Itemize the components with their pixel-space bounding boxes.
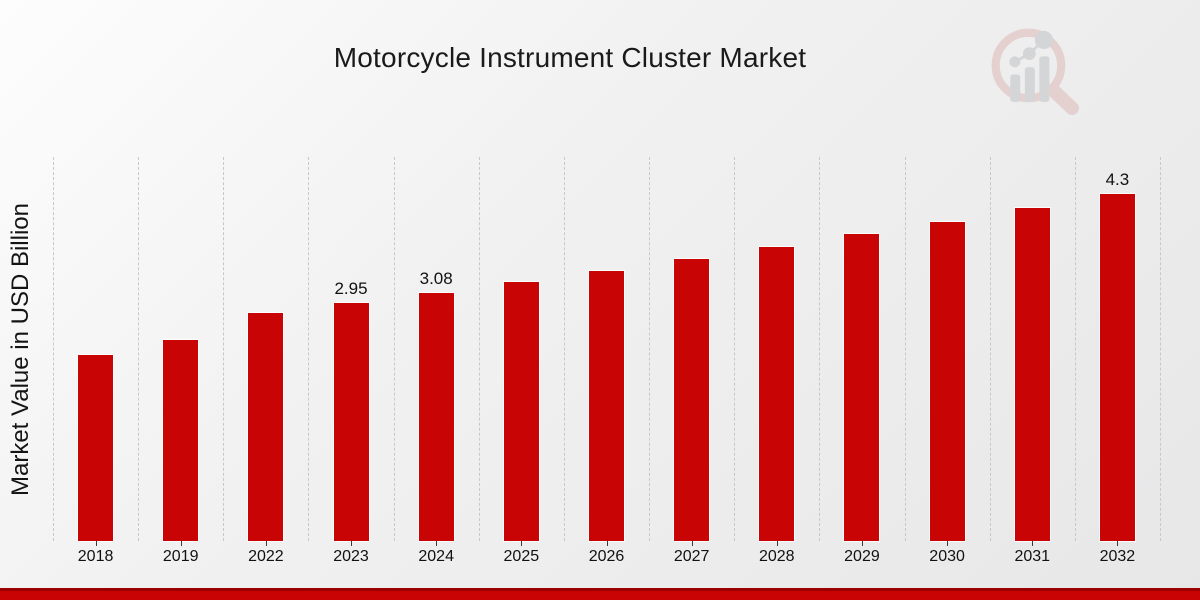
x-tick-label-2027: 2027 [673,548,710,565]
x-axis-tick [95,541,97,546]
magnifier-bar-chart-icon [991,28,1079,115]
bar-2018 [78,355,114,541]
x-tick-label-2025: 2025 [503,548,540,565]
gridline [223,157,225,541]
y-axis-label: Market Value in USD Billion [7,202,34,496]
gridline [393,157,395,541]
gridline [53,157,54,541]
gridline [734,157,736,541]
bar-2030 [929,222,965,541]
gridline [649,157,651,541]
x-tick-label-2022: 2022 [248,548,284,565]
x-axis-tick [521,541,523,546]
bar-2025 [503,282,539,541]
x-tick-label-2032: 2032 [1099,548,1136,565]
x-tick-label-2023: 2023 [333,548,369,565]
x-axis-tick [1117,541,1119,546]
bar-2029 [844,234,880,541]
x-axis-tick [436,541,438,546]
footer-accent-bar [0,588,1200,600]
x-axis-tick [606,541,608,546]
gridline [1074,157,1076,541]
bar-2028 [759,247,795,541]
x-axis-tick [861,541,863,546]
bar-2026 [589,271,624,541]
gridline [138,157,140,541]
x-tick-label-2018: 2018 [77,548,114,565]
x-tick-label-2024: 2024 [418,548,454,565]
bar-value-label-2024: 3.08 [419,269,453,288]
x-tick-label-2031: 2031 [1014,548,1051,565]
bar-value-label-2023: 2.95 [334,279,368,298]
x-axis-tick [1032,541,1034,546]
bar-2032 [1099,194,1135,541]
chart-title: Motorcycle Instrument Cluster Market [333,42,807,73]
bar-value-label-2032: 4.3 [1105,170,1130,189]
bar-2023 [333,303,369,541]
bar-2024 [418,293,454,541]
gridline [1160,157,1161,541]
x-axis-tick [776,541,778,546]
gridline [478,157,480,541]
x-tick-label-2029: 2029 [844,548,880,565]
x-tick-label-2030: 2030 [929,548,965,565]
x-axis-tick [265,541,267,546]
gridline [819,157,821,541]
gridline [904,157,906,541]
bar-2031 [1014,208,1050,541]
plot-area: 2018 2019 2022 2023 2.95 2024 3.08 2025 2026 2027… [53,157,1161,565]
bar-2019 [163,340,199,541]
gridline [563,157,565,541]
x-axis-tick [351,541,353,546]
x-tick-label-2026: 2026 [588,548,625,565]
bar-2022 [248,313,284,541]
x-tick-label-2028: 2028 [758,548,795,565]
x-tick-label-2019: 2019 [162,548,199,565]
bar-2027 [674,259,710,541]
x-axis-tick [691,541,693,546]
x-axis-tick [947,541,949,546]
gridline [308,157,310,541]
gridline [989,157,991,541]
x-axis-tick [180,541,182,546]
